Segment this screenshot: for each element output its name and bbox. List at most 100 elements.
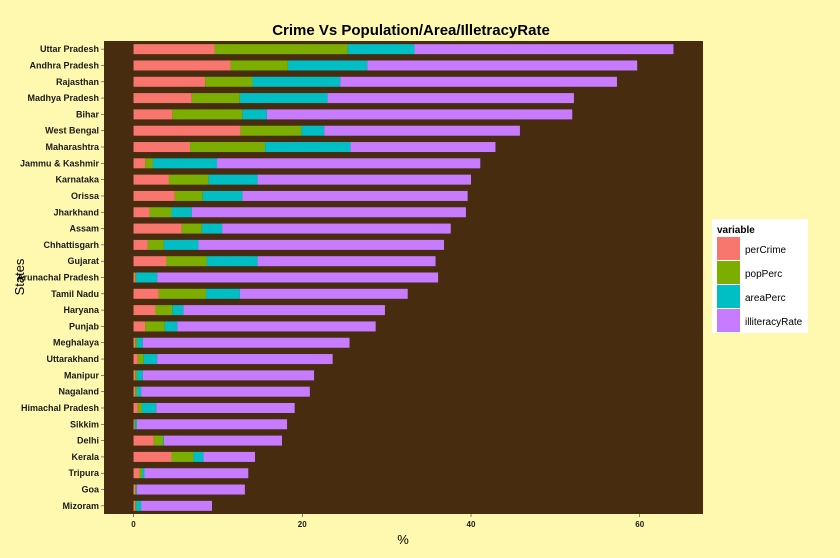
- legend-label: areaPerc: [745, 293, 786, 304]
- bar-areaPerc: [287, 60, 368, 71]
- bar-areaPerc: [136, 500, 142, 511]
- bar-areaPerc: [202, 190, 243, 201]
- bar-areaPerc: [143, 354, 158, 365]
- bar-popPerc: [135, 484, 137, 495]
- bar-popPerc: [147, 239, 164, 250]
- y-tick-label: Mizoram: [62, 501, 99, 511]
- bar-illiteracyRate: [198, 239, 444, 250]
- bar-areaPerc: [163, 435, 164, 446]
- x-tick-label: 0: [131, 520, 136, 529]
- y-tick-label: Kerala: [71, 452, 100, 462]
- bar-areaPerc: [208, 174, 258, 185]
- bar-perCrime: [133, 419, 135, 430]
- x-axis-ticks: 0 20 40 60: [131, 514, 645, 529]
- bar-illiteracyRate: [324, 125, 520, 136]
- bar-areaPerc: [141, 402, 157, 413]
- bar-popPerc: [134, 419, 136, 430]
- bar-popPerc: [158, 288, 207, 299]
- y-tick-label: Orissa: [71, 191, 100, 201]
- bar-popPerc: [171, 451, 194, 462]
- y-tick-label: Haryana: [63, 305, 100, 315]
- bar-popPerc: [172, 109, 243, 120]
- bar-perCrime: [133, 190, 175, 201]
- bar-perCrime: [133, 109, 173, 120]
- bar-popPerc: [190, 142, 266, 153]
- x-tick-label: 60: [635, 520, 644, 529]
- bar-illiteracyRate: [157, 272, 439, 283]
- bar-illiteracyRate: [203, 451, 256, 462]
- bar-popPerc: [240, 125, 302, 136]
- y-tick-label: Andhra Pradesh: [29, 60, 99, 70]
- bar-perCrime: [133, 337, 136, 348]
- y-tick-label: Uttarakhand: [46, 354, 99, 364]
- bar-perCrime: [133, 158, 146, 169]
- y-tick-label: Meghalaya: [53, 338, 100, 348]
- bar-areaPerc: [172, 305, 184, 316]
- bar-perCrime: [133, 500, 136, 511]
- legend-swatch-perCrime: [717, 237, 740, 260]
- bar-perCrime: [133, 402, 138, 413]
- bar-popPerc: [166, 256, 207, 267]
- y-tick-label: Arunachal Pradesh: [17, 273, 99, 283]
- bar-illiteracyRate: [327, 93, 574, 104]
- bar-illiteracyRate: [183, 305, 385, 316]
- legend-items: perCrime popPerc areaPerc illiteracyRate: [717, 237, 803, 332]
- bar-illiteracyRate: [222, 223, 451, 234]
- y-tick-label: Karnataka: [55, 175, 100, 185]
- bar-popPerc: [214, 44, 348, 55]
- bar-popPerc: [135, 370, 137, 381]
- bar-illiteracyRate: [350, 142, 496, 153]
- bar-illiteracyRate: [136, 419, 288, 430]
- bar-illiteracyRate: [242, 190, 468, 201]
- bar-areaPerc: [239, 93, 328, 104]
- y-tick-label: Gujarat: [67, 256, 99, 266]
- legend-swatch-areaPerc: [717, 285, 740, 308]
- bar-illiteracyRate: [144, 468, 249, 479]
- y-tick-label: Maharashtra: [45, 142, 100, 152]
- y-tick-label: Tamil Nadu: [51, 289, 99, 299]
- bar-perCrime: [133, 386, 136, 397]
- y-tick-label: Punjab: [69, 321, 100, 331]
- y-tick-label: Himachal Pradesh: [21, 403, 99, 413]
- bar-perCrime: [133, 451, 172, 462]
- bar-popPerc: [205, 76, 253, 87]
- bar-areaPerc: [206, 288, 240, 299]
- bar-perCrime: [133, 435, 154, 446]
- legend-label: illiteracyRate: [745, 317, 803, 328]
- y-tick-label: Assam: [69, 224, 99, 234]
- bar-illiteracyRate: [414, 44, 674, 55]
- chart-title: Crime Vs Population/Area/IlletracyRate: [272, 22, 550, 39]
- bar-perCrime: [133, 93, 192, 104]
- bar-areaPerc: [136, 337, 143, 348]
- bar-illiteracyRate: [141, 386, 310, 397]
- bar-perCrime: [133, 321, 146, 332]
- bar-illiteracyRate: [136, 484, 245, 495]
- bar-popPerc: [145, 158, 153, 169]
- bar-areaPerc: [136, 386, 142, 397]
- bar-illiteracyRate: [141, 500, 212, 511]
- bar-areaPerc: [136, 272, 158, 283]
- bar-areaPerc: [163, 239, 199, 250]
- bar-areaPerc: [242, 109, 267, 120]
- bar-perCrime: [133, 207, 150, 218]
- legend-swatch-illiteracyRate: [717, 309, 740, 332]
- bar-areaPerc: [136, 370, 143, 381]
- bar-areaPerc: [164, 321, 178, 332]
- bar-areaPerc: [171, 207, 192, 218]
- bar-illiteracyRate: [239, 288, 408, 299]
- bar-areaPerc: [152, 158, 218, 169]
- y-tick-label: Rajasthan: [56, 77, 99, 87]
- bar-areaPerc: [141, 468, 145, 479]
- bar-perCrime: [133, 44, 215, 55]
- bar-popPerc: [191, 93, 240, 104]
- bar-illiteracyRate: [177, 321, 376, 332]
- x-axis-title: %: [397, 532, 409, 547]
- bar-illiteracyRate: [257, 256, 436, 267]
- legend-label: popPerc: [745, 269, 782, 280]
- bar-perCrime: [133, 484, 136, 495]
- y-tick-label: Goa: [81, 485, 99, 495]
- bar-popPerc: [145, 321, 165, 332]
- bar-illiteracyRate: [191, 207, 466, 218]
- y-tick-label: Sikkim: [70, 419, 99, 429]
